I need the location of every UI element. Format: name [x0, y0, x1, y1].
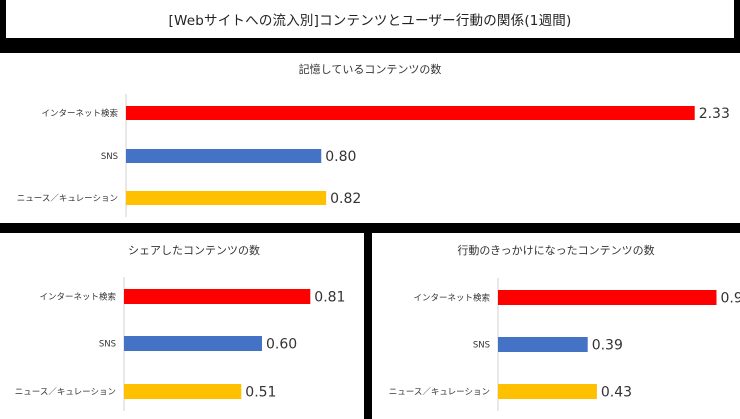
value-label: 0.51 — [245, 385, 276, 401]
bar-chart-remembered: インターネット検索 2.33 SNS 0.80 ニュース／キュレーション 0.82 — [17, 94, 730, 217]
page-title: [Webサイトへの流入別]コンテンツとユーザー行動の関係(1週間) — [6, 0, 734, 38]
chart-title: シェアしたコンテンツの数 — [128, 244, 260, 257]
bar-curation — [124, 384, 242, 399]
bar-sns — [498, 337, 588, 352]
category-label: SNS — [99, 340, 116, 350]
category-label: SNS — [473, 341, 490, 351]
chart-title: 行動のきっかけになったコンテンツの数 — [457, 244, 655, 257]
category-label: ニュース／キュレーション — [17, 194, 118, 204]
value-label: 0.80 — [325, 149, 356, 165]
value-label: 0.95 — [721, 291, 740, 307]
bar-sns — [124, 336, 262, 351]
bar-sns — [126, 149, 322, 163]
bar-chart-action: インターネット検索 0.95 SNS 0.39 ニュース／キュレーション 0.43 — [389, 278, 740, 411]
category-label: インターネット検索 — [413, 293, 490, 304]
category-label: ニュース／キュレーション — [15, 388, 116, 398]
value-label: 2.33 — [699, 106, 730, 122]
category-label: インターネット検索 — [41, 108, 118, 119]
bar-curation — [126, 191, 327, 205]
chart-title: 記憶しているコンテンツの数 — [298, 63, 442, 76]
category-label: SNS — [101, 152, 118, 162]
value-label: 0.39 — [592, 338, 623, 354]
category-label: ニュース／キュレーション — [389, 388, 490, 398]
value-label: 0.81 — [314, 290, 345, 306]
chart-panel-action: 行動のきっかけになったコンテンツの数 インターネット検索 0.95 SNS 0.39 ニ… — [372, 233, 740, 419]
bar-internet — [498, 290, 717, 305]
category-label: インターネット検索 — [39, 292, 116, 303]
value-label: 0.60 — [266, 337, 297, 353]
chart-panel-shared: シェアしたコンテンツの数 インターネット検索 0.81 SNS 0.60 ニュース／キュ… — [0, 233, 364, 419]
bar-curation — [498, 384, 597, 399]
bar-internet — [124, 289, 311, 304]
chart-panel-remembered: 記憶しているコンテンツの数 インターネット検索 2.33 SNS 0.80 ニュース／キ… — [0, 53, 740, 223]
value-label: 0.43 — [601, 385, 632, 401]
bar-chart-shared: インターネット検索 0.81 SNS 0.60 ニュース／キュレーション 0.51 — [15, 277, 345, 411]
value-label: 0.82 — [330, 191, 361, 207]
bar-internet — [126, 106, 695, 120]
